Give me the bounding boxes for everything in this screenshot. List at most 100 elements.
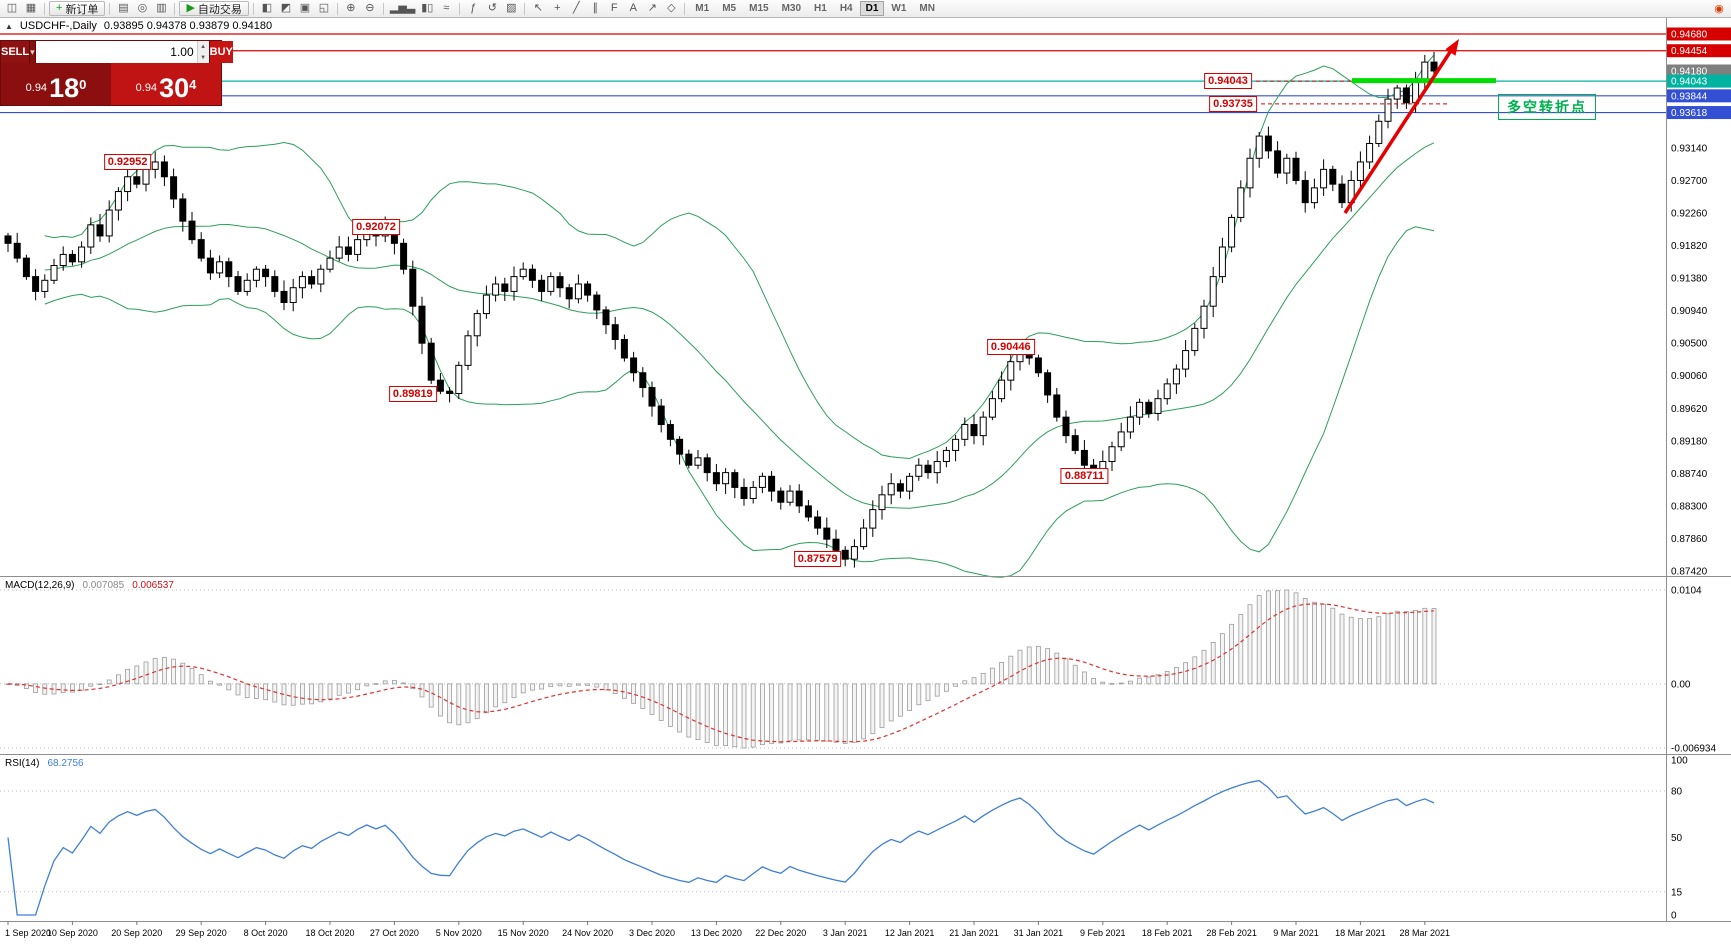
bar-chart-icon[interactable]: ▂▅▃ bbox=[388, 1, 417, 17]
buy-price[interactable]: 0.94 30 4 bbox=[111, 63, 221, 105]
timeframe-mn-button[interactable]: MN bbox=[919, 3, 935, 14]
text-icon[interactable]: A bbox=[624, 1, 642, 17]
toolbar-separator bbox=[174, 2, 176, 15]
trendline-icon-glyph: ╱ bbox=[572, 2, 580, 14]
price-callout-label[interactable]: 0.92072 bbox=[352, 218, 400, 235]
volume-input[interactable] bbox=[35, 41, 197, 63]
svg-text:80: 80 bbox=[1671, 787, 1683, 798]
trendline-icon[interactable]: ╱ bbox=[567, 1, 585, 17]
navigator-icon[interactable]: ◎ bbox=[133, 1, 151, 17]
rsi-panel-label: RSI(14) 68.2756 bbox=[5, 758, 84, 769]
price-callout-label[interactable]: 0.90446 bbox=[986, 339, 1035, 356]
timeframe-d1-button[interactable]: D1 bbox=[859, 1, 885, 16]
line-chart-icon-glyph: ≈ bbox=[443, 2, 450, 14]
price-callout-label[interactable]: 0.89819 bbox=[388, 385, 437, 402]
zoom-out-icon[interactable]: ⊖ bbox=[361, 1, 379, 17]
channel-icon-glyph: ∥ bbox=[592, 2, 599, 14]
cursor-icon[interactable]: ↖ bbox=[529, 1, 547, 17]
market-watch-icon[interactable]: ▤ bbox=[114, 1, 132, 17]
restore-window-icon[interactable]: ◱ bbox=[315, 1, 333, 17]
svg-text:0.89620: 0.89620 bbox=[1671, 404, 1708, 415]
shapes-icon[interactable]: ◇ bbox=[662, 1, 680, 17]
profiles-icon[interactable]: ▦ bbox=[22, 1, 40, 17]
timeframe-w1-button[interactable]: W1 bbox=[891, 3, 907, 14]
sell-button[interactable]: SELL bbox=[1, 41, 31, 63]
macd-main-value: 0.007085 bbox=[82, 580, 125, 591]
arrow-tool-icon[interactable]: ↗ bbox=[643, 1, 661, 17]
svg-text:0: 0 bbox=[1671, 911, 1677, 922]
svg-text:8 Oct 2020: 8 Oct 2020 bbox=[244, 928, 288, 938]
price-callout-label[interactable]: 0.92952 bbox=[103, 153, 152, 170]
market-watch-icon-glyph: ▤ bbox=[118, 2, 129, 14]
sell-price[interactable]: 0.94 18 0 bbox=[1, 63, 111, 105]
toolbar: ◫ ▦ + 新订单 ▤ ◎ ▥ ▶ 自动交易 ◧ ◩ ▣ ◱ ⊕ ⊖ ▂▅▃ ▮▯ ≈ ƒ ↺ ▨ ↖ + ╱ ∥ F A ↗ ◇ M1 M… bbox=[0, 0, 1731, 18]
svg-text:0.88740: 0.88740 bbox=[1671, 469, 1708, 480]
arrange-windows-icon[interactable]: ▣ bbox=[296, 1, 314, 17]
timeframe-h4-button[interactable]: H4 bbox=[839, 3, 853, 14]
svg-text:0.94180: 0.94180 bbox=[1671, 66, 1708, 77]
svg-text:18 Mar 2021: 18 Mar 2021 bbox=[1335, 928, 1386, 938]
tile-windows-icon[interactable]: ◧ bbox=[258, 1, 276, 17]
zoom-in-icon-glyph: ⊕ bbox=[346, 2, 356, 14]
autotrading-button[interactable]: ▶ 自动交易 bbox=[179, 1, 249, 16]
autotrading-icon: ▶ bbox=[186, 2, 195, 14]
periods-icon[interactable]: ↺ bbox=[483, 1, 501, 17]
svg-text:0.91820: 0.91820 bbox=[1671, 241, 1708, 252]
sell-price-prefix: 0.94 bbox=[25, 82, 48, 94]
symbol-ohlc: 0.93895 0.94378 0.93879 0.94180 bbox=[103, 20, 273, 32]
svg-text:0.93844: 0.93844 bbox=[1671, 91, 1708, 102]
symbol-title: USDCHF-,Daily bbox=[19, 20, 97, 32]
buy-price-big: 30 bbox=[159, 73, 190, 103]
volume-down-button[interactable]: ▼ bbox=[197, 52, 209, 63]
sell-price-big: 18 bbox=[49, 73, 80, 103]
svg-text:3 Jan 2021: 3 Jan 2021 bbox=[823, 928, 868, 938]
fibonacci-icon-glyph: F bbox=[610, 2, 618, 14]
cascade-windows-icon[interactable]: ◩ bbox=[277, 1, 295, 17]
trend-arrow-head bbox=[1445, 39, 1459, 56]
line-chart-icon[interactable]: ≈ bbox=[437, 1, 455, 17]
order-type-dropdown[interactable]: ▾ bbox=[30, 41, 36, 63]
channel-icon[interactable]: ∥ bbox=[586, 1, 604, 17]
zoom-in-icon[interactable]: ⊕ bbox=[342, 1, 360, 17]
macd-panel: 0.0104 0.00 -0.006934 bbox=[0, 586, 1716, 755]
templates-icon[interactable]: ▨ bbox=[502, 1, 520, 17]
timeframe-m5-button[interactable]: M5 bbox=[722, 3, 737, 14]
new-order-button[interactable]: + 新订单 bbox=[49, 1, 106, 16]
timeframe-m15-button[interactable]: M15 bbox=[749, 3, 769, 14]
rsi-value: 68.2756 bbox=[47, 758, 84, 769]
volume-up-button[interactable]: ▲ bbox=[197, 41, 209, 52]
svg-text:0.92260: 0.92260 bbox=[1671, 209, 1708, 220]
community-icon[interactable]: ◉ bbox=[1714, 3, 1724, 15]
annotation-label[interactable]: 多空转折点 bbox=[1498, 94, 1596, 120]
tile-windows-icon-glyph: ◧ bbox=[261, 2, 273, 14]
price-callout-label[interactable]: 0.94043 bbox=[1204, 73, 1252, 90]
timeframe-h1-button[interactable]: H1 bbox=[814, 3, 827, 14]
price-callout-label[interactable]: 0.88711 bbox=[1060, 467, 1108, 484]
svg-text:0.94043: 0.94043 bbox=[1671, 77, 1708, 88]
chart-window-icon[interactable]: ◫ bbox=[3, 1, 21, 17]
svg-text:0.93140: 0.93140 bbox=[1671, 143, 1708, 154]
candlestick-chart-icon[interactable]: ▮▯ bbox=[418, 1, 436, 17]
indicators-icon[interactable]: ƒ bbox=[464, 1, 482, 17]
svg-text:0.90500: 0.90500 bbox=[1671, 339, 1708, 350]
timeframe-m30-button[interactable]: M30 bbox=[781, 3, 802, 14]
navigator-icon-glyph: ◎ bbox=[137, 2, 148, 14]
new-order-icon: + bbox=[56, 2, 63, 14]
timeframe-m1-button[interactable]: M1 bbox=[695, 3, 710, 14]
svg-text:0.87860: 0.87860 bbox=[1671, 534, 1708, 545]
price-callout-label[interactable]: 0.93735 bbox=[1209, 95, 1257, 112]
shapes-icon-glyph: ◇ bbox=[667, 2, 676, 14]
chart-window-icon-glyph: ◫ bbox=[6, 2, 18, 14]
terminal-icon[interactable]: ▥ bbox=[152, 1, 170, 17]
price-callout-label[interactable]: 0.87579 bbox=[793, 551, 842, 568]
buy-button[interactable]: BUY bbox=[209, 41, 233, 63]
zoom-out-icon-glyph: ⊖ bbox=[365, 2, 375, 14]
svg-text:5 Nov 2020: 5 Nov 2020 bbox=[436, 928, 482, 938]
fibonacci-icon[interactable]: F bbox=[605, 1, 623, 17]
svg-text:0.87420: 0.87420 bbox=[1671, 567, 1708, 578]
crosshair-icon[interactable]: + bbox=[548, 1, 566, 17]
buy-price-sup: 4 bbox=[189, 77, 197, 92]
svg-text:9 Mar 2021: 9 Mar 2021 bbox=[1273, 928, 1319, 938]
svg-text:12 Jan 2021: 12 Jan 2021 bbox=[885, 928, 935, 938]
